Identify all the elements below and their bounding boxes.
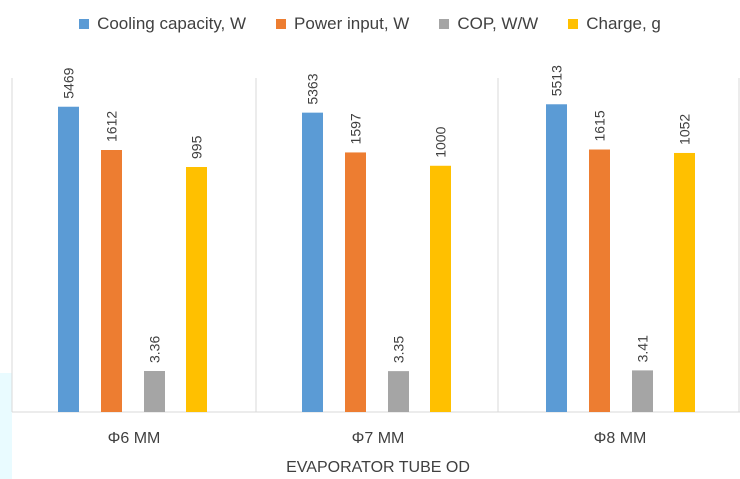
- data-label-power-input: 1597: [348, 113, 364, 144]
- data-label-cop: 3.36: [147, 336, 163, 363]
- bar-power-input: [345, 152, 366, 412]
- legend-swatch-cooling-capacity: [79, 19, 90, 29]
- legend-item-cop: COP, W/W: [439, 14, 538, 34]
- data-label-cooling-capacity: 5513: [549, 65, 565, 96]
- bar-cop: [632, 370, 653, 412]
- legend-swatch-cop: [439, 19, 450, 29]
- data-label-power-input: 1612: [104, 111, 120, 142]
- legend-item-charge: Charge, g: [568, 14, 661, 34]
- legend-item-cooling-capacity: Cooling capacity, W: [79, 14, 246, 34]
- left-edge-highlight: [0, 373, 12, 479]
- legend-item-power-input: Power input, W: [276, 14, 409, 34]
- bar-charge: [430, 165, 451, 412]
- data-label-power-input: 1615: [592, 110, 608, 141]
- bar-cop: [144, 371, 165, 412]
- legend-swatch-charge: [568, 19, 579, 29]
- data-label-cop: 3.41: [635, 335, 651, 362]
- bar-cooling-capacity: [58, 106, 79, 413]
- x-tick-label: Φ7 MM: [352, 430, 405, 447]
- bar-cop: [388, 371, 409, 412]
- data-label-cop: 3.35: [391, 336, 407, 363]
- bar-charge: [674, 152, 695, 412]
- bar-power-input: [101, 150, 122, 412]
- bar-power-input: [589, 149, 610, 413]
- legend: Cooling capacity, W Power input, W COP, …: [0, 14, 740, 34]
- bar-cooling-capacity: [546, 104, 567, 413]
- legend-label-cop: COP, W/W: [457, 14, 539, 33]
- x-axis-title: EVAPORATOR TUBE OD: [286, 459, 470, 476]
- data-label-charge: 995: [189, 135, 205, 159]
- bar-charge: [186, 167, 207, 412]
- x-tick-label: Φ8 MM: [594, 430, 647, 447]
- data-label-cooling-capacity: 5363: [305, 73, 321, 104]
- data-label-charge: 1000: [433, 126, 449, 157]
- x-tick-label: Φ6 MM: [108, 430, 161, 447]
- data-label-cooling-capacity: 5469: [61, 67, 77, 98]
- bar-cooling-capacity: [302, 112, 323, 412]
- data-label-charge: 1052: [677, 114, 693, 145]
- legend-swatch-power-input: [276, 19, 287, 29]
- legend-label-power-input: Power input, W: [294, 14, 410, 33]
- legend-label-charge: Charge, g: [586, 14, 661, 33]
- legend-label-cooling-capacity: Cooling capacity, W: [97, 14, 247, 33]
